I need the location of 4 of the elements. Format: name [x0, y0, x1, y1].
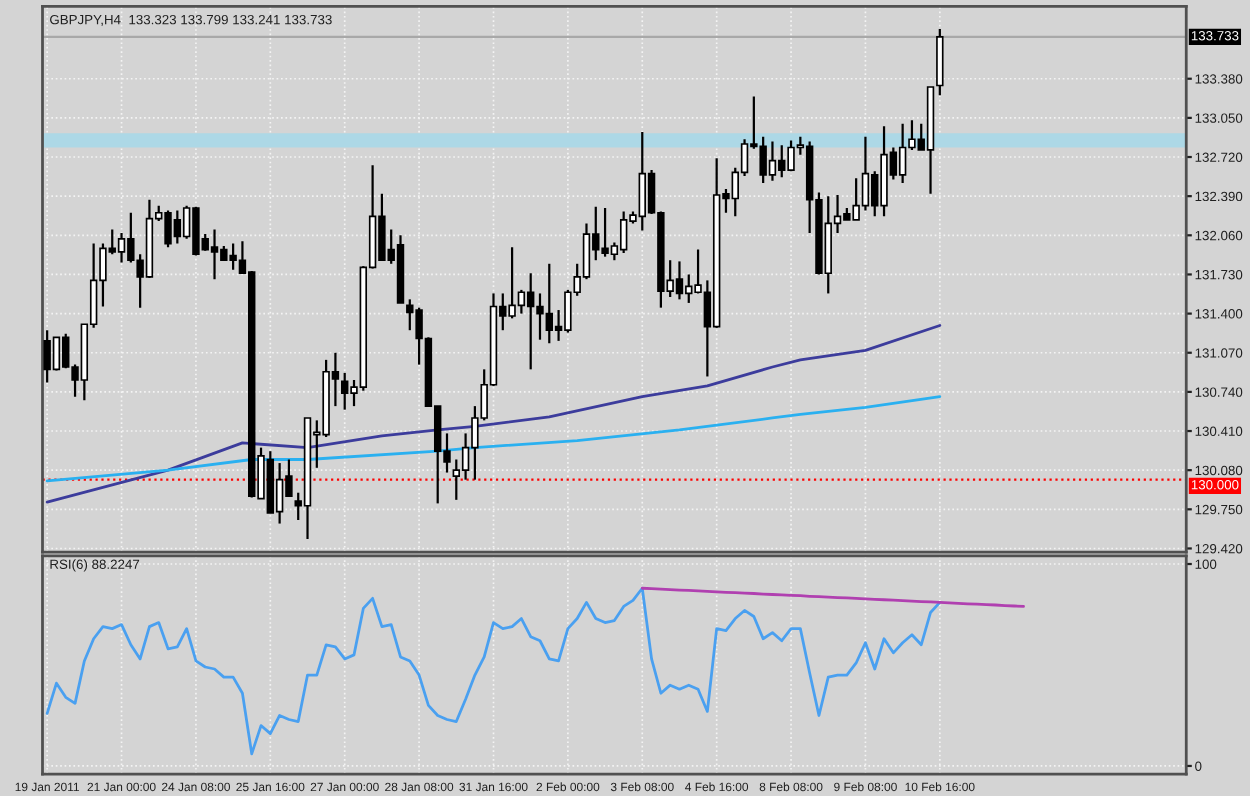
line-series: [45, 586, 942, 756]
line-series: [45, 395, 942, 483]
line-series: [640, 586, 1025, 608]
line-series: [45, 324, 942, 504]
